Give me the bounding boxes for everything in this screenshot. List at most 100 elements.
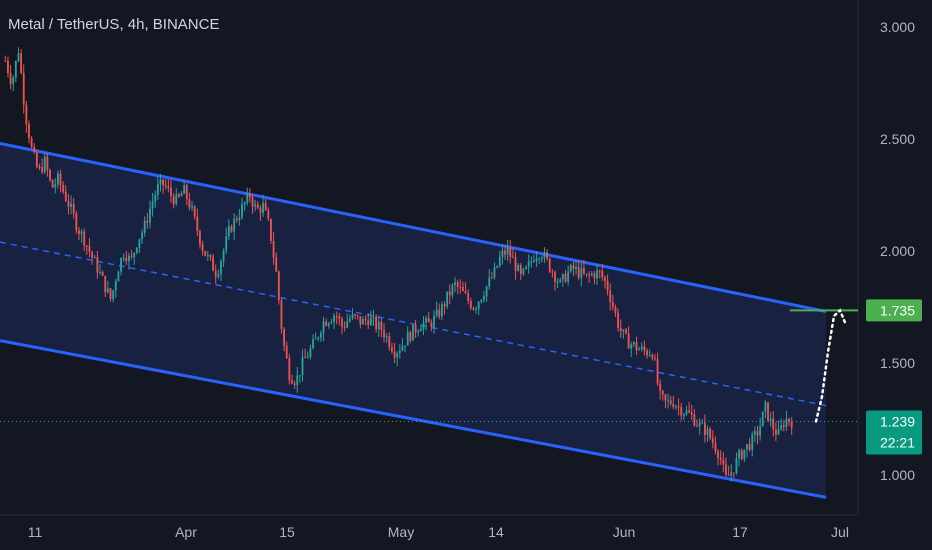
candle-body bbox=[756, 431, 759, 436]
candle-body bbox=[377, 321, 380, 330]
candle-body bbox=[490, 277, 493, 279]
candle-body bbox=[582, 268, 585, 274]
price-axis[interactable]: 3.000 2.500 2.000 1.500 1.000 1.735 1.239 22:21 bbox=[866, 19, 922, 483]
candle-body bbox=[451, 284, 454, 296]
candle-body bbox=[106, 288, 109, 293]
candle-body bbox=[772, 418, 775, 430]
candle-body bbox=[167, 186, 170, 188]
candle-body bbox=[188, 199, 191, 208]
candle-body bbox=[769, 418, 772, 421]
candle-body bbox=[604, 277, 606, 281]
candle-body bbox=[78, 230, 80, 235]
target-price-label: 1.735 bbox=[880, 302, 915, 318]
channel-middle-line bbox=[0, 241, 827, 407]
channel-fill bbox=[0, 143, 826, 498]
candle-body bbox=[575, 267, 577, 269]
candle-body bbox=[133, 252, 136, 257]
candle-body bbox=[7, 60, 9, 73]
candle-body bbox=[611, 302, 614, 307]
candle-body bbox=[472, 307, 475, 310]
candle-body bbox=[648, 355, 651, 357]
candle-body bbox=[501, 250, 504, 257]
time-axis[interactable]: 11 Apr 15 May 14 Jun 17 Jul bbox=[28, 524, 849, 540]
candle-body bbox=[538, 258, 541, 260]
candle-body bbox=[627, 333, 630, 349]
time-tick-label: May bbox=[388, 524, 414, 540]
candle-body bbox=[122, 257, 125, 259]
candle-body bbox=[283, 329, 286, 346]
candle-body bbox=[33, 147, 36, 153]
candle-body bbox=[514, 257, 517, 271]
candle-body bbox=[435, 309, 438, 316]
candle-body bbox=[235, 218, 238, 221]
candle-body bbox=[91, 251, 94, 258]
candle-body bbox=[99, 271, 101, 273]
candle-body bbox=[204, 250, 207, 257]
candle-body bbox=[385, 336, 388, 338]
candle-body bbox=[454, 282, 456, 285]
candle-body bbox=[272, 240, 275, 258]
candle-body bbox=[117, 271, 120, 282]
candle-body bbox=[233, 218, 236, 232]
candle-body bbox=[525, 266, 527, 269]
candle-body bbox=[790, 422, 793, 428]
candle-body bbox=[156, 184, 159, 196]
candle-body bbox=[643, 346, 646, 351]
candle-body bbox=[504, 250, 506, 255]
candle-body bbox=[533, 260, 535, 262]
candle-body bbox=[619, 327, 622, 332]
candle-body bbox=[556, 281, 559, 283]
candle-body bbox=[506, 247, 509, 255]
candle-body bbox=[630, 344, 633, 349]
time-tick-label: Apr bbox=[175, 524, 197, 540]
candle-body bbox=[80, 231, 83, 235]
candle-body bbox=[685, 410, 688, 415]
candle-body bbox=[422, 322, 425, 329]
candle-body bbox=[425, 318, 428, 323]
candle-body bbox=[130, 255, 133, 257]
candle-body bbox=[564, 274, 567, 282]
candle-body bbox=[180, 193, 183, 197]
regression-channel[interactable] bbox=[0, 142, 827, 499]
candle-body bbox=[70, 203, 72, 207]
candle-body bbox=[485, 286, 488, 297]
candle-body bbox=[706, 428, 709, 435]
candle-body bbox=[585, 273, 588, 275]
candle-body bbox=[262, 202, 264, 213]
candle-body bbox=[304, 356, 307, 358]
candle-body bbox=[41, 166, 44, 172]
candle-body bbox=[493, 267, 496, 278]
candle-body bbox=[159, 179, 162, 185]
candle-body bbox=[543, 252, 546, 259]
price-tick-label: 1.000 bbox=[880, 467, 915, 483]
candle-body bbox=[317, 337, 320, 339]
candle-body bbox=[154, 195, 157, 202]
candle-body bbox=[388, 336, 391, 348]
candle-body bbox=[588, 274, 591, 276]
candle-body bbox=[530, 261, 533, 263]
current-price-tag bbox=[866, 410, 922, 455]
annotations bbox=[0, 308, 858, 423]
candle-body bbox=[59, 173, 62, 185]
candle-body bbox=[669, 400, 672, 404]
candle-body bbox=[675, 406, 677, 408]
candle-body bbox=[112, 290, 115, 300]
candle-body bbox=[38, 166, 41, 168]
candle-body bbox=[774, 429, 777, 435]
candle-body bbox=[601, 270, 604, 278]
candle-body bbox=[764, 402, 767, 412]
candle-body bbox=[120, 258, 122, 272]
candle-body bbox=[753, 431, 756, 435]
candle-body bbox=[201, 244, 204, 251]
candle-body bbox=[625, 329, 627, 334]
candle-body bbox=[280, 300, 283, 330]
candle-body bbox=[719, 457, 722, 460]
candle-body bbox=[28, 124, 30, 139]
candle-body bbox=[17, 53, 20, 61]
candle-body bbox=[740, 450, 743, 459]
candle-body bbox=[709, 428, 712, 439]
candle-body bbox=[333, 316, 335, 322]
candle-body bbox=[703, 422, 706, 435]
candle-body bbox=[509, 247, 512, 258]
